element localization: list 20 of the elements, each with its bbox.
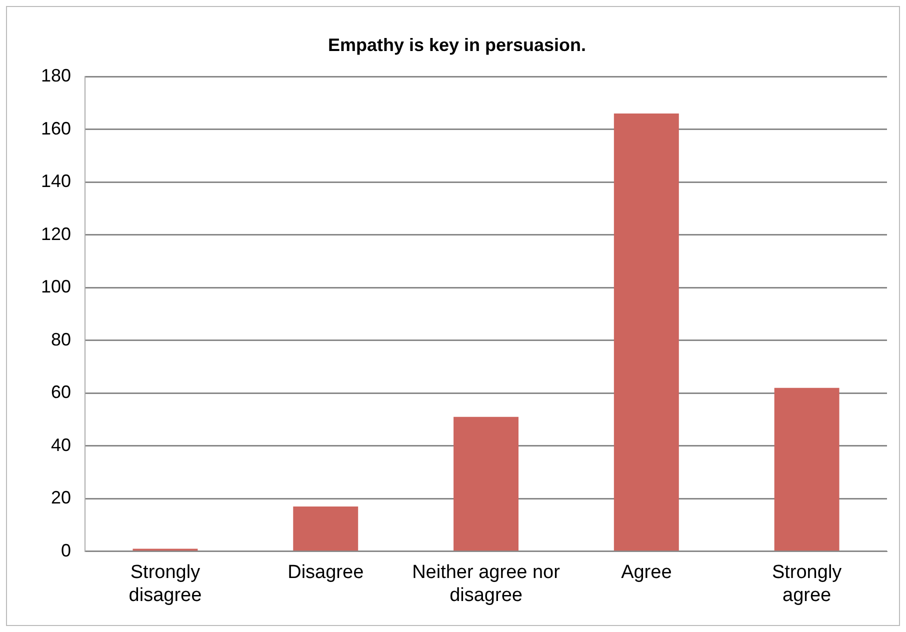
x-tick-label: Disagree: [288, 562, 364, 584]
y-tick-label: 0: [61, 540, 72, 560]
bar: [293, 506, 358, 551]
y-tick-label: 120: [40, 224, 72, 244]
bar: [454, 416, 518, 551]
y-tick-label: 100: [40, 276, 72, 297]
bar: [614, 114, 679, 551]
x-tick-label: Strongly agree: [772, 562, 842, 606]
x-tick-label: Agree: [621, 562, 672, 584]
bar: [774, 388, 840, 551]
x-tick-label: Neither agree nor disagree: [412, 562, 561, 606]
y-tick-label: 20: [51, 488, 72, 508]
y-tick-label: 60: [51, 382, 72, 402]
y-tick-label: 80: [51, 329, 72, 350]
chart-title: Empathy is key in persuasion.: [328, 34, 586, 55]
y-tick-label: 160: [40, 118, 72, 138]
y-tick-label: 40: [51, 434, 72, 455]
y-tick-label: 140: [40, 171, 72, 192]
x-tick-label: Strongly disagree: [128, 562, 202, 606]
y-tick-label: 180: [40, 66, 72, 86]
